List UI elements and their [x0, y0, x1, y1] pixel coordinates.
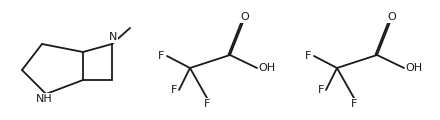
Text: OH: OH — [405, 63, 422, 73]
Text: F: F — [318, 85, 324, 95]
Text: F: F — [204, 99, 210, 109]
Text: OH: OH — [258, 63, 275, 73]
Text: O: O — [241, 12, 249, 22]
Text: F: F — [171, 85, 177, 95]
Text: O: O — [388, 12, 396, 22]
Text: NH: NH — [36, 94, 52, 104]
Text: F: F — [158, 51, 164, 61]
Text: F: F — [305, 51, 311, 61]
Text: N: N — [109, 32, 117, 42]
Text: F: F — [351, 99, 357, 109]
